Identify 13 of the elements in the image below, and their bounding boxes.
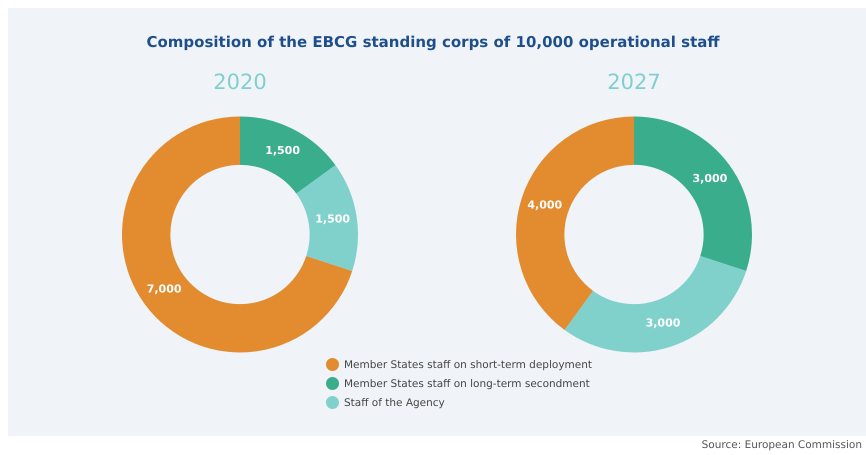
source-note: Source: European Commission: [702, 439, 862, 451]
legend-label: Member States staff on long-term secondment: [344, 378, 590, 390]
chart-subtitle: 2020: [212, 70, 268, 94]
chart-subtitle: 2027: [606, 70, 662, 94]
legend-label: Staff of the Agency: [344, 396, 445, 408]
data-label: 3,000: [692, 172, 728, 186]
data-label: 4,000: [527, 198, 563, 212]
chart-title: Composition of the EBCG standing corps of 10,000 operational staff: [145, 33, 721, 51]
data-label: 7,000: [146, 282, 182, 296]
data-label: 1,500: [265, 144, 300, 157]
data-label: 3,000: [646, 316, 681, 330]
legend-label: Member States staff on short-term deployment: [344, 358, 592, 370]
data-label: 1,500: [315, 212, 350, 226]
